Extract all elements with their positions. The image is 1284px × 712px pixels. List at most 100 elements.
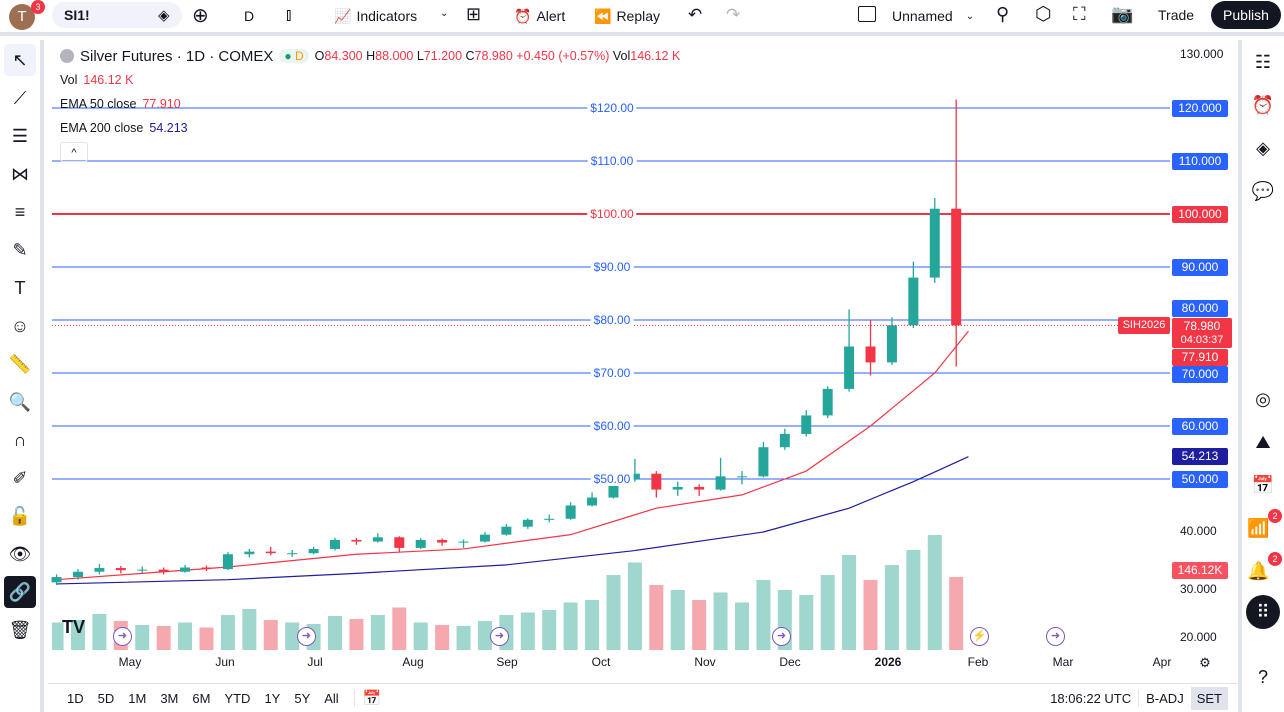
candle-body — [137, 569, 148, 571]
time-axis-label: 2026 — [874, 655, 902, 669]
pattern-icon[interactable]: ⛰ — [1255, 431, 1271, 452]
trendline-icon[interactable]: ⟋ — [13, 87, 27, 108]
settings-icon[interactable]: ⬡ — [1035, 4, 1052, 25]
clock[interactable]: 18:06:22 UTC — [1050, 690, 1132, 706]
goto-date-icon[interactable]: 📅 — [362, 690, 382, 707]
range-3m[interactable]: 3M — [160, 690, 179, 706]
ema200-line — [56, 456, 969, 585]
volume-value: 146.12 K — [630, 49, 681, 63]
interval-button[interactable]: D — [244, 8, 255, 24]
level-label: $120.00 — [587, 101, 637, 115]
layout-icon[interactable] — [858, 6, 876, 22]
candle-body — [115, 568, 126, 571]
candle-body — [51, 577, 62, 583]
calendar-icon[interactable]: 📅 — [1251, 474, 1275, 495]
zoom-in-icon[interactable]: 🔍 — [8, 391, 32, 412]
time-axis-label: Apr — [1152, 655, 1172, 669]
bell-icon[interactable]: 🔔 2 — [1244, 552, 1282, 590]
level-label: $60.00 — [590, 419, 634, 433]
indicators-button[interactable]: 📈 Indicators — [326, 2, 425, 30]
range-1y[interactable]: 1Y — [264, 690, 281, 706]
price-level-badge: 90.000 — [1172, 258, 1228, 276]
watchlist-icon[interactable]: ☷ — [1254, 51, 1272, 72]
emoji-icon[interactable]: ☺ — [10, 315, 30, 336]
price-axis-label: 30.000 — [1180, 582, 1217, 596]
range-6m[interactable]: 6M — [192, 690, 211, 706]
volume-bar — [735, 602, 749, 650]
lock-icon[interactable]: 🔓 — [8, 505, 32, 526]
templates-icon[interactable]: ⊞ — [466, 4, 482, 24]
eye-icon[interactable]: 👁 — [8, 543, 32, 564]
add-symbol-icon[interactable]: ⊕ — [192, 5, 209, 27]
volume-study-legend[interactable]: Vol 146.12 K — [60, 73, 134, 87]
bell-glyph: 🔔 — [1247, 560, 1270, 581]
volume-bar — [627, 562, 642, 650]
target-icon[interactable]: ◎ — [1255, 388, 1271, 409]
user-avatar[interactable]: T — [9, 4, 35, 30]
publish-button[interactable]: Publish — [1211, 1, 1281, 29]
alerts-badge: 2 — [1268, 552, 1282, 566]
candle-body — [222, 554, 233, 570]
candle-body — [908, 277, 919, 326]
candle-body — [629, 473, 640, 479]
text-icon[interactable]: T — [14, 277, 26, 298]
alarm-clock-icon[interactable]: ⏰ — [1251, 94, 1275, 115]
ideas-badge: 2 — [1268, 509, 1282, 523]
volume-bar — [70, 620, 85, 650]
range-1d[interactable]: 1D — [67, 690, 84, 706]
ema50-legend[interactable]: EMA 50 close 77.910 — [60, 97, 181, 111]
candle-body — [415, 539, 426, 548]
range-5y[interactable]: 5Y — [294, 690, 311, 706]
fullscreen-icon[interactable]: ⛶ — [1073, 4, 1086, 24]
fib-icon[interactable]: ≡ — [14, 201, 26, 222]
undo-icon[interactable]: ↶ — [688, 5, 703, 24]
trash-icon[interactable]: 🗑 — [8, 619, 32, 640]
session-toggle[interactable]: SET — [1190, 686, 1228, 710]
quick-search-icon[interactable]: ⚲ — [996, 4, 1010, 24]
diamond-icon[interactable]: ◈ — [158, 7, 170, 24]
ideas-icon[interactable]: 📶 2 — [1244, 509, 1282, 547]
trade-button[interactable]: Trade — [1158, 7, 1195, 23]
layout-name-button[interactable]: Unnamed ⌄ — [884, 2, 982, 30]
collapse-legend-button[interactable]: ^ — [60, 142, 88, 162]
chat-icon[interactable]: 💬 — [1251, 180, 1275, 201]
range-ytd[interactable]: YTD — [224, 690, 251, 706]
back-adjust-toggle[interactable]: B-ADJ — [1146, 690, 1184, 706]
link-icon[interactable]: 🔗 — [4, 576, 36, 608]
draw-mode-icon[interactable]: ✐ — [12, 467, 28, 488]
level-label: $110.00 — [587, 154, 637, 168]
magnet-icon[interactable]: ∩ — [13, 429, 27, 450]
notification-badge: 3 — [31, 0, 45, 14]
range-all[interactable]: All — [324, 690, 339, 706]
horizontal-lines-icon[interactable]: ☰ — [11, 125, 29, 146]
range-5d[interactable]: 5D — [97, 690, 115, 706]
alert-button[interactable]: ⏰ Alert — [506, 2, 573, 30]
chevron-down-icon: ⌄ — [965, 10, 975, 22]
apps-icon[interactable]: ⠿ — [1246, 595, 1280, 629]
help-icon[interactable]: ? — [1257, 666, 1268, 687]
ruler-icon[interactable]: 📏 — [8, 353, 32, 374]
cursor-icon[interactable]: ↖ — [4, 44, 36, 76]
candle-body — [437, 539, 448, 543]
last-price: 78.980 — [1183, 319, 1221, 333]
range-1m[interactable]: 1M — [128, 690, 147, 706]
layers-icon[interactable]: ◈ — [1256, 137, 1270, 158]
event-marker-icon: ➜ — [113, 627, 132, 646]
ema200-legend[interactable]: EMA 200 close 54.213 — [60, 121, 188, 135]
candle-body — [929, 208, 940, 278]
pattern-icon[interactable]: ⋈ — [11, 163, 29, 184]
replay-button[interactable]: ⏪ Replay — [586, 2, 668, 30]
candle-type-icon[interactable]: ⫾ — [286, 5, 292, 24]
price-level-badge: 60.000 — [1172, 417, 1228, 435]
symbol-search[interactable]: SI1! — [52, 2, 182, 28]
brush-icon[interactable]: ✎ — [12, 239, 28, 260]
ideas-glyph: 📶 — [1247, 517, 1270, 538]
change-value: +0.450 (+0.57%) — [516, 49, 610, 63]
event-marker-icon: ➜ — [772, 627, 791, 646]
camera-icon[interactable]: 📷 — [1111, 4, 1134, 24]
symbol-title[interactable]: Silver Futures · 1D · COMEX — [80, 47, 274, 65]
volume-bar — [435, 625, 450, 650]
chevron-down-icon[interactable]: ⌄ — [440, 8, 449, 19]
redo-icon[interactable]: ↷ — [726, 5, 741, 24]
